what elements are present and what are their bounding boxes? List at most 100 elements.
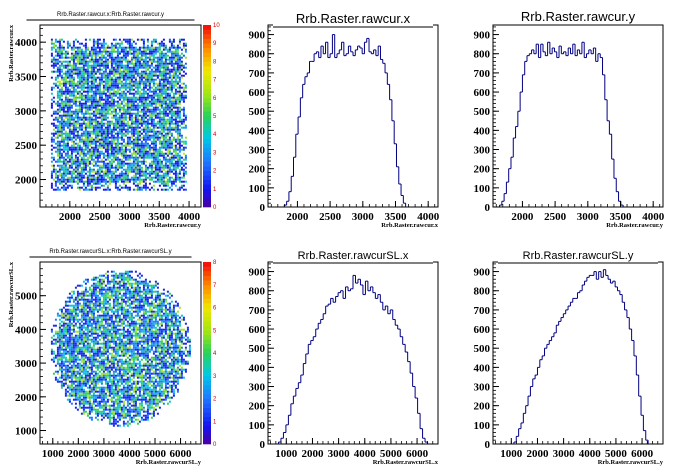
heatmap-cell xyxy=(74,364,77,367)
heatmap-cell xyxy=(126,124,129,127)
heatmap-cell xyxy=(72,380,75,383)
heatmap-cell xyxy=(158,120,161,123)
heatmap-cell xyxy=(134,48,137,51)
heatmap-cell xyxy=(126,54,129,57)
heatmap-cell xyxy=(164,104,167,107)
heatmap-cell xyxy=(136,54,139,57)
heatmap-cell xyxy=(146,106,149,109)
heatmap-cell xyxy=(154,116,157,119)
heatmap-cell xyxy=(60,134,63,137)
heatmap-cell xyxy=(166,180,169,183)
heatmap-cell xyxy=(80,94,83,97)
heatmap-cell xyxy=(58,354,61,357)
heatmap-cell xyxy=(80,82,83,85)
heatmap-cell xyxy=(84,50,87,53)
heatmap-cell xyxy=(116,104,119,107)
heatmap-cell xyxy=(138,174,141,177)
heatmap-cell xyxy=(84,110,87,113)
heatmap-cell xyxy=(142,172,145,175)
heatmap-cell xyxy=(68,90,71,93)
heatmap-cell xyxy=(56,370,59,373)
heatmap-cell xyxy=(116,80,119,83)
heatmap-cell xyxy=(68,340,71,343)
heatmap-cell xyxy=(68,386,71,389)
heatmap-cell xyxy=(144,58,147,61)
heatmap-cell xyxy=(58,106,61,109)
heatmap-cell xyxy=(112,50,115,53)
y-tick-label: 900 xyxy=(474,30,491,42)
heatmap-cell xyxy=(62,336,65,339)
heatmap-cell xyxy=(70,184,73,187)
heatmap-cell xyxy=(52,146,55,149)
color-scale-segment xyxy=(203,161,211,167)
heatmap-cell xyxy=(148,58,151,61)
heatmap-cell xyxy=(128,52,131,55)
heatmap-cell xyxy=(86,130,89,133)
heatmap-cell xyxy=(154,88,157,91)
heatmap-cell xyxy=(96,124,99,127)
heatmap-cell xyxy=(184,118,187,121)
heatmap-cell xyxy=(148,130,151,133)
heatmap-cell xyxy=(112,124,115,127)
heatmap-cell xyxy=(134,90,137,93)
heatmap-cell xyxy=(60,104,63,107)
heatmap-cell xyxy=(82,160,85,163)
heatmap-cell xyxy=(104,82,107,85)
heatmap-cell xyxy=(84,146,87,149)
heatmap-cell xyxy=(74,170,77,173)
heatmap-cell xyxy=(164,134,167,137)
heatmap-cell xyxy=(76,60,79,63)
heatmap-cell xyxy=(160,130,163,133)
heatmap-cell xyxy=(94,48,97,51)
heatmap-cell xyxy=(66,374,69,377)
heatmap-cell xyxy=(78,134,81,137)
heatmap-cell xyxy=(72,388,75,391)
heatmap-cell xyxy=(78,380,81,383)
heatmap-cell xyxy=(154,78,157,81)
heatmap-cell xyxy=(164,136,167,139)
heatmap-cell xyxy=(96,148,99,151)
heatmap-cell xyxy=(154,170,157,173)
heatmap-cell xyxy=(142,74,145,77)
heatmap-cell xyxy=(76,164,79,167)
heatmap-cell xyxy=(80,152,83,155)
heatmap-cell xyxy=(122,96,125,99)
heatmap-cell xyxy=(134,146,137,149)
heatmap-cell xyxy=(94,144,97,147)
heatmap-cell xyxy=(108,170,111,173)
heatmap-cell xyxy=(162,146,165,149)
heatmap-cell xyxy=(146,110,149,113)
heatmap-cell xyxy=(176,76,179,79)
heatmap-cell xyxy=(60,160,63,163)
heatmap-cell xyxy=(64,352,67,355)
heatmap-cell xyxy=(170,140,173,143)
heatmap-cell xyxy=(98,38,101,41)
heatmap-cell xyxy=(164,120,167,123)
heatmap-cell xyxy=(168,170,171,173)
heatmap-cell xyxy=(50,106,53,109)
heatmap-cell xyxy=(160,166,163,169)
heatmap-cell xyxy=(64,54,67,57)
heatmap-cell xyxy=(152,52,155,55)
heatmap-cell xyxy=(58,110,61,113)
heatmap-cell xyxy=(164,142,167,145)
heatmap-cell xyxy=(86,112,89,115)
heatmap-cell xyxy=(70,158,73,161)
heatmap-cell xyxy=(80,296,83,299)
heatmap-cell xyxy=(60,342,63,345)
heatmap-cell xyxy=(94,164,97,167)
heatmap-cell xyxy=(164,76,167,79)
heatmap-cell xyxy=(66,80,69,83)
heatmap-cell xyxy=(106,164,109,167)
heatmap-cell xyxy=(108,88,111,91)
heatmap-cell xyxy=(172,172,175,175)
heatmap-cell xyxy=(116,70,119,73)
heatmap-cell xyxy=(58,70,61,73)
heatmap-cell xyxy=(140,132,143,135)
heatmap-cell xyxy=(152,170,155,173)
heatmap-cell xyxy=(88,170,91,173)
heatmap-cell xyxy=(64,112,67,115)
heatmap-cell xyxy=(150,116,153,119)
heatmap-cell xyxy=(136,128,139,131)
heatmap-cell xyxy=(184,62,187,65)
